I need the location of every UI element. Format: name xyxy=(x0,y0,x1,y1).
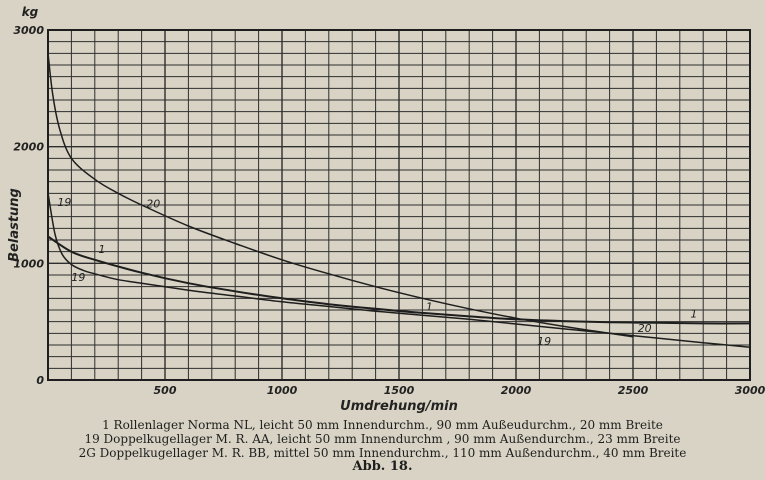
series-line-1 xyxy=(47,235,751,325)
curve-label-1: 1 xyxy=(426,301,433,314)
curve-label-19: 19 xyxy=(537,335,551,348)
plot-frame xyxy=(47,29,751,381)
curve-label-19: 19 xyxy=(57,196,71,209)
x-tick-label: 3000 xyxy=(735,384,765,397)
y-tick-label: 1000 xyxy=(13,257,44,270)
curve-label-1: 1 xyxy=(690,308,697,321)
load-speed-chart: 500 1000 1500 2000 2500 3000 0 1000 2000 3000 kg Um… xyxy=(7,5,765,414)
figure-title: Abb. 18. xyxy=(352,459,413,474)
x-tick-label: 2000 xyxy=(501,384,532,397)
labels: 500 1000 1500 2000 2500 3000 0 1000 2000 3000 kg Um… xyxy=(7,5,765,414)
curve-label-20: 20 xyxy=(638,322,652,335)
y-axis-label: Belastung xyxy=(7,188,22,262)
caption-line-2: 19 Doppelkugellager M. R. AA, leicht 50 … xyxy=(84,432,681,446)
curves xyxy=(47,53,751,349)
y-unit-label: kg xyxy=(22,5,39,19)
y-tick-label: 0 xyxy=(36,374,44,387)
x-tick-label: 2500 xyxy=(618,384,649,397)
y-tick-label: 3000 xyxy=(13,24,44,37)
x-tick-label: 1000 xyxy=(267,384,298,397)
y-tick-label: 2000 xyxy=(13,141,44,154)
curve-label-20: 20 xyxy=(146,197,160,210)
caption-line-1: 1 Rollenlager Norma NL, leicht 50 mm Inn… xyxy=(102,418,663,432)
x-axis-label: Umdrehung/min xyxy=(340,399,458,414)
caption-line-3: 2G Doppelkugellager M. R. BB, mittel 50 … xyxy=(78,446,687,460)
x-tick-label: 1500 xyxy=(384,384,415,397)
curve-label-1: 1 xyxy=(98,243,105,256)
curve-label-19: 19 xyxy=(71,271,85,284)
x-tick-label: 500 xyxy=(154,384,177,397)
series-line-20 xyxy=(47,53,634,338)
